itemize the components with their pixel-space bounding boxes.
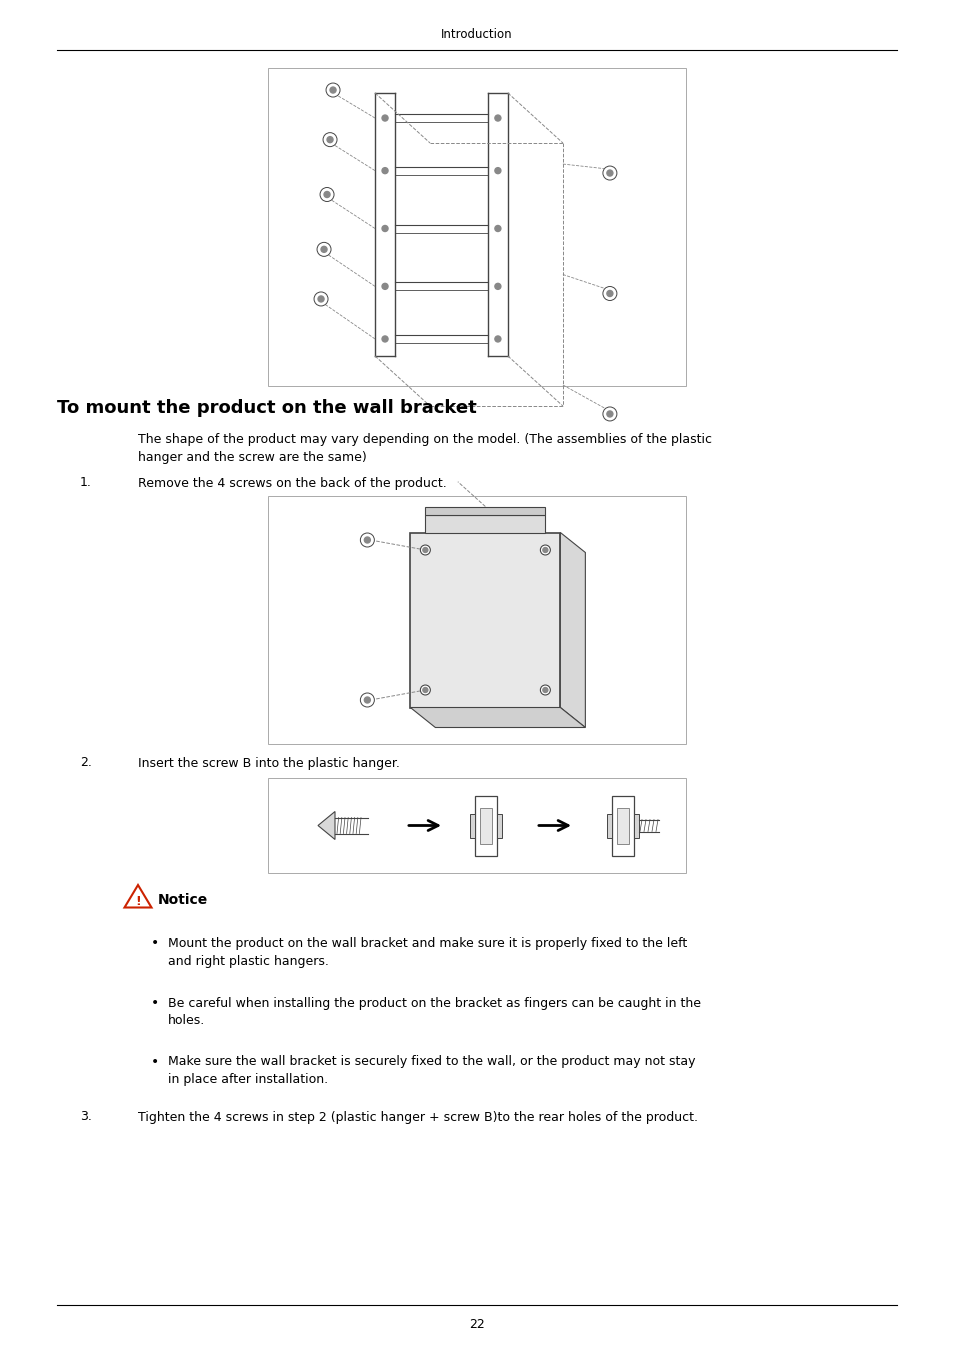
Circle shape: [495, 284, 500, 289]
Circle shape: [323, 132, 336, 147]
Bar: [410, 532, 559, 707]
Circle shape: [542, 548, 547, 552]
Text: hanger and the screw are the same): hanger and the screw are the same): [138, 451, 366, 464]
Polygon shape: [317, 811, 335, 840]
Circle shape: [321, 246, 327, 252]
Text: •: •: [151, 936, 159, 950]
Text: Remove the 4 screws on the back of the product.: Remove the 4 screws on the back of the p…: [138, 477, 446, 490]
Circle shape: [420, 684, 430, 695]
Text: 1.: 1.: [80, 477, 91, 490]
Text: !: !: [135, 895, 141, 909]
Circle shape: [422, 548, 427, 552]
Text: Be careful when installing the product on the bracket as fingers can be caught i: Be careful when installing the product o…: [168, 996, 700, 1010]
Bar: [425, 506, 545, 514]
Text: Mount the product on the wall bracket and make sure it is properly fixed to the : Mount the product on the wall bracket an…: [168, 937, 686, 949]
Circle shape: [602, 286, 617, 301]
Circle shape: [445, 470, 459, 483]
Circle shape: [542, 687, 547, 693]
Text: holes.: holes.: [168, 1014, 205, 1027]
Circle shape: [360, 533, 374, 547]
Bar: [475, 795, 497, 856]
Text: Introduction: Introduction: [440, 28, 513, 42]
Circle shape: [330, 86, 335, 93]
Circle shape: [324, 192, 330, 197]
Bar: [268, 68, 685, 386]
Text: Tighten the 4 screws in step 2 (plastic hanger + screw B)to the rear holes of th: Tighten the 4 screws in step 2 (plastic …: [138, 1111, 698, 1123]
Circle shape: [495, 167, 500, 174]
Bar: [268, 495, 685, 744]
Bar: [479, 807, 492, 844]
Circle shape: [316, 243, 331, 256]
Circle shape: [539, 684, 550, 695]
Circle shape: [495, 225, 500, 231]
Bar: [425, 514, 545, 532]
Circle shape: [381, 225, 388, 231]
Text: To mount the product on the wall bracket: To mount the product on the wall bracket: [57, 400, 476, 417]
Text: and right plastic hangers.: and right plastic hangers.: [168, 954, 329, 968]
Circle shape: [326, 84, 339, 97]
Bar: [612, 795, 634, 856]
Circle shape: [381, 284, 388, 289]
Circle shape: [381, 167, 388, 174]
Circle shape: [420, 545, 430, 555]
Bar: [470, 814, 475, 837]
Circle shape: [319, 188, 334, 201]
Polygon shape: [559, 532, 585, 728]
Circle shape: [495, 336, 500, 342]
Circle shape: [364, 537, 370, 543]
Circle shape: [360, 693, 374, 707]
Circle shape: [422, 687, 427, 693]
Bar: [268, 778, 685, 873]
Circle shape: [606, 290, 612, 297]
Circle shape: [606, 170, 612, 176]
Circle shape: [364, 697, 370, 703]
Text: in place after installation.: in place after installation.: [168, 1073, 328, 1087]
Text: Insert the screw B into the plastic hanger.: Insert the screw B into the plastic hang…: [138, 756, 399, 770]
Circle shape: [381, 115, 388, 122]
Circle shape: [606, 410, 612, 417]
Circle shape: [317, 296, 324, 302]
Circle shape: [539, 545, 550, 555]
Circle shape: [314, 292, 328, 306]
Bar: [617, 807, 628, 844]
Bar: [634, 814, 639, 837]
Circle shape: [602, 166, 617, 180]
Text: Make sure the wall bracket is securely fixed to the wall, or the product may not: Make sure the wall bracket is securely f…: [168, 1056, 695, 1068]
Circle shape: [327, 136, 333, 143]
Circle shape: [602, 406, 617, 421]
Polygon shape: [125, 886, 152, 907]
Text: 2.: 2.: [80, 756, 91, 770]
Text: 22: 22: [469, 1319, 484, 1331]
Text: •: •: [151, 1054, 159, 1069]
Polygon shape: [410, 707, 585, 728]
Bar: [606, 814, 612, 837]
Circle shape: [495, 115, 500, 122]
Text: The shape of the product may vary depending on the model. (The assemblies of the: The shape of the product may vary depend…: [138, 433, 711, 447]
Circle shape: [381, 336, 388, 342]
Text: 3.: 3.: [80, 1111, 91, 1123]
Text: Notice: Notice: [158, 892, 208, 907]
Text: •: •: [151, 996, 159, 1010]
Bar: [497, 814, 501, 837]
